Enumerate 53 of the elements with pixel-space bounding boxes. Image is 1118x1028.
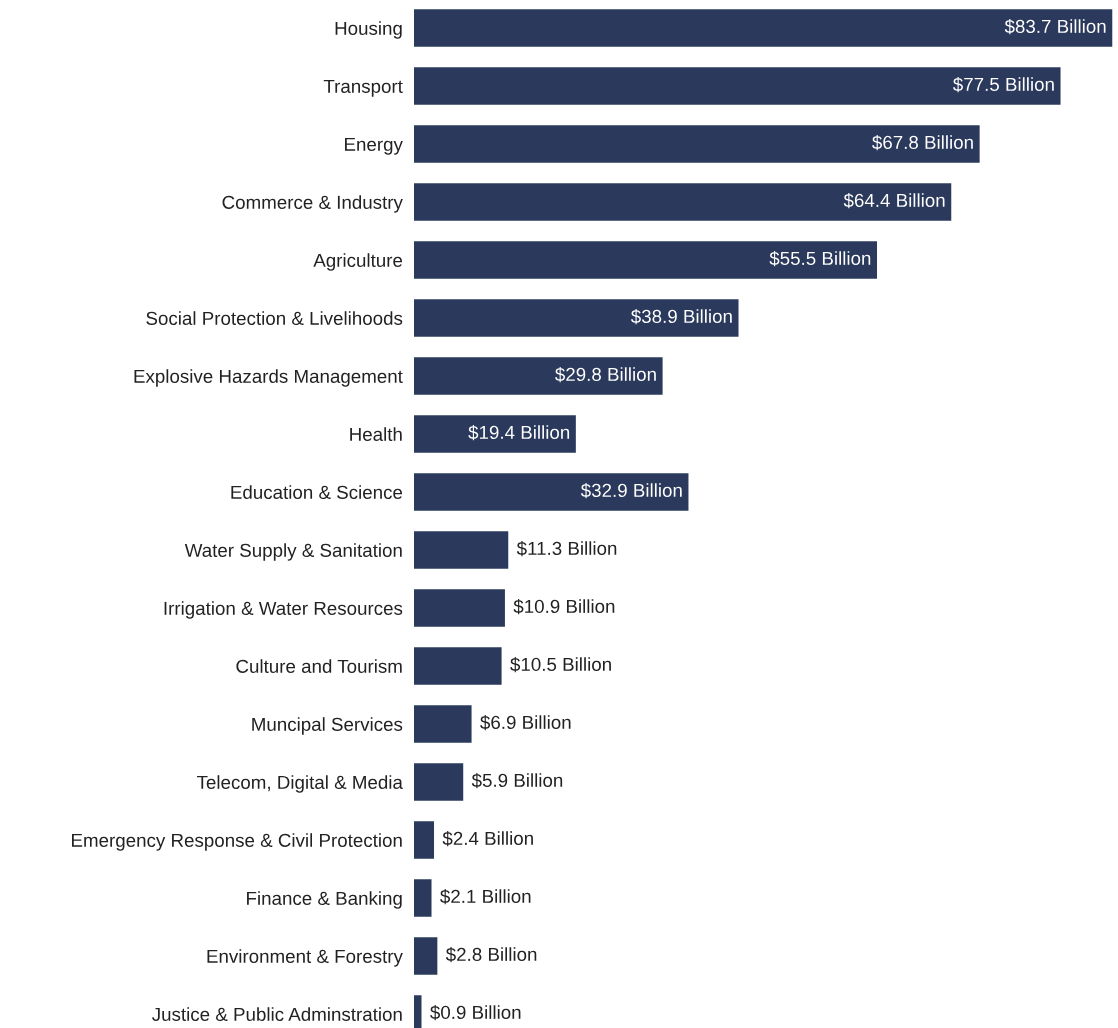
bar — [414, 357, 663, 395]
data-label: $29.8 Billion — [555, 366, 656, 383]
bar — [414, 473, 689, 511]
y-tick-label: Muncipal Services — [252, 717, 403, 735]
y-tick-label: Housing — [335, 21, 402, 39]
bar — [414, 241, 878, 279]
y-tick-label: Agriculture — [313, 253, 403, 271]
y-tick-label: Health — [350, 427, 402, 441]
y-tick-label: Energy — [345, 137, 403, 155]
data-label: $83.7 Billion — [1004, 18, 1106, 35]
data-label: $55.5 Billion — [769, 250, 871, 267]
data-label: $10.9 Billion — [513, 598, 615, 615]
y-tick-label: Finance & Banking — [247, 891, 402, 909]
bar — [414, 647, 502, 685]
bar — [414, 299, 739, 337]
y-tick-label: Water Supply & Sanitation — [184, 543, 402, 561]
y-tick-label: Telecom, Digital & Media — [197, 775, 403, 793]
bar — [414, 415, 576, 453]
data-label: $2.8 Billion — [445, 946, 537, 963]
y-tick-label: Social Protection & Livelihoods — [146, 311, 403, 325]
bar — [414, 589, 505, 627]
data-label: $5.9 Billion — [471, 772, 563, 789]
bar — [414, 125, 980, 163]
y-tick-label: Transport — [323, 79, 403, 97]
data-label: $2.1 Billion — [440, 888, 531, 905]
y-tick-label: Irrigation & Water Resources — [164, 601, 403, 619]
data-label: $38.9 Billion — [630, 308, 732, 325]
data-label: $10.5 Billion — [510, 656, 611, 673]
y-tick-label: Explosive Hazards Management — [134, 369, 403, 387]
data-label: $77.5 Billion — [953, 76, 1054, 93]
y-tick-label: Culture and Tourism — [236, 659, 402, 673]
bar — [414, 9, 1113, 47]
data-label: $32.9 Billion — [580, 482, 682, 499]
bar — [414, 821, 435, 859]
data-label: $67.8 Billion — [872, 134, 973, 151]
data-label: $2.4 Billion — [442, 830, 533, 847]
bar — [414, 705, 472, 743]
bar — [414, 67, 1061, 105]
bar — [414, 183, 952, 221]
y-tick-label: Justice & Public Adminstration — [152, 1007, 402, 1021]
bar — [414, 879, 432, 917]
y-tick-label: Emergency Response & Civil Protection — [72, 833, 402, 851]
bar — [414, 763, 464, 801]
y-tick-label: Commerce & Industry — [222, 195, 403, 213]
data-label: $19.4 Billion — [468, 424, 570, 441]
data-label: $64.4 Billion — [843, 192, 945, 209]
data-label: $6.9 Billion — [480, 714, 571, 731]
bar — [414, 531, 509, 569]
bar — [414, 937, 438, 975]
data-label: $0.9 Billion — [430, 1004, 521, 1021]
y-tick-label: Environment & Forestry — [207, 949, 403, 967]
data-label: $11.3 Billion — [516, 540, 617, 557]
y-tick-label: Education & Science — [231, 485, 403, 499]
